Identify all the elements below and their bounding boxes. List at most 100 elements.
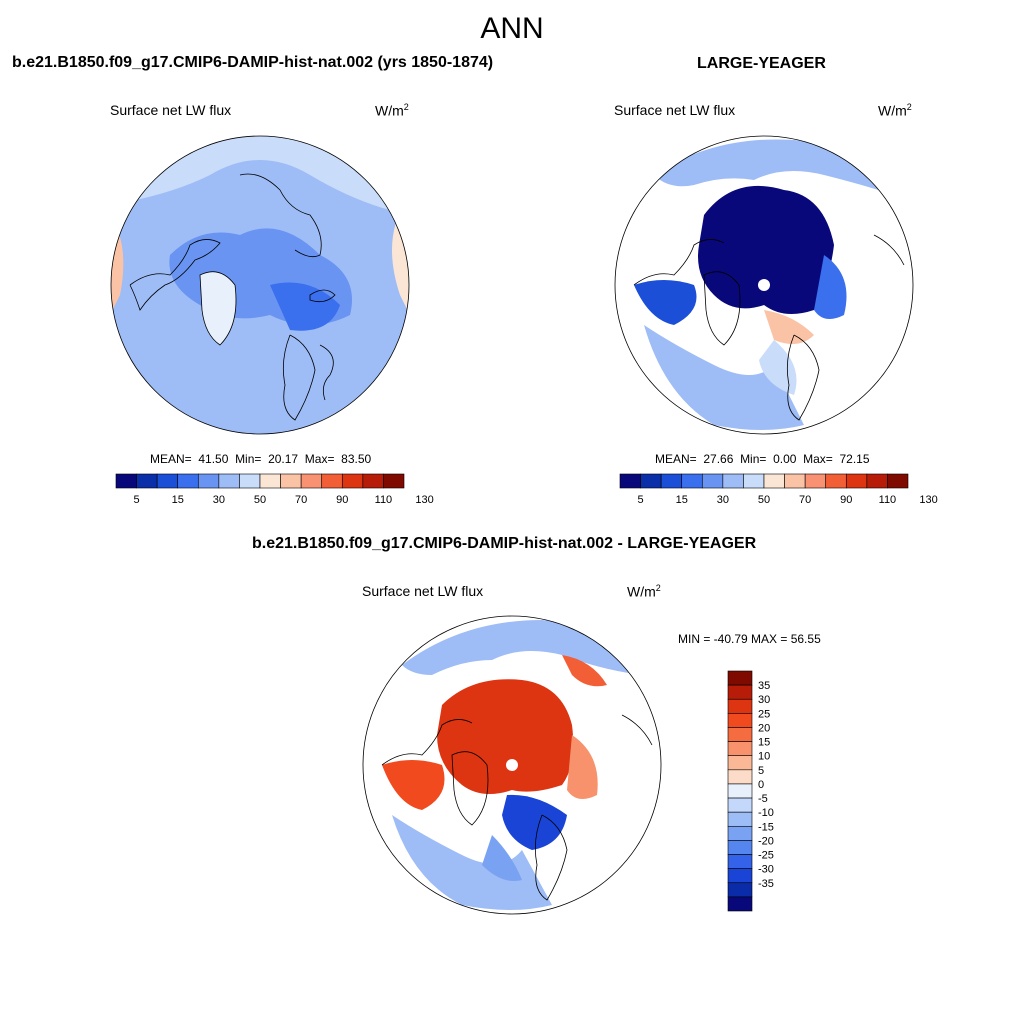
- panel3-colorbar-swatch: [727, 797, 753, 813]
- panel3-colorbar-swatch: [727, 783, 753, 799]
- panel2-field-arctic-dark: [698, 185, 834, 314]
- panel3-colorbar-swatch: [727, 769, 753, 785]
- panel2-coast-scandinavia: [786, 334, 820, 421]
- panel1-colorbar-swatch: [280, 473, 302, 489]
- panel3-colorbar-tick-label: 5: [758, 765, 764, 777]
- panel2-field-barents: [764, 310, 814, 344]
- panel1-max-value: 83.50: [341, 452, 372, 466]
- panel3-colorbar-swatch: [727, 811, 753, 827]
- panel3-colorbar-tick-label: -10: [758, 807, 774, 819]
- panel1-colorbar-swatch: [341, 473, 364, 489]
- panel3-colorbar-swatch: [727, 727, 753, 742]
- panel2-colorbar-tick-label: 130: [919, 494, 937, 506]
- panel3-colorbar-tick-label: 10: [758, 751, 770, 763]
- panel3-title: b.e21.B1850.f09_g17.CMIP6-DAMIP-hist-nat…: [252, 535, 757, 552]
- panel3-colorbar-tick-label: -30: [758, 864, 774, 876]
- panel2-colorbar-tick-label: 30: [717, 494, 729, 506]
- panel3-field-barents-cool: [502, 794, 567, 850]
- panel2-colorbar-swatch: [763, 473, 785, 489]
- panel3-colorbar-tick-label: -5: [758, 793, 768, 805]
- panel1-colorbar-swatch: [136, 473, 158, 489]
- panel2-colorbar-tick-label: 15: [676, 494, 688, 506]
- panel2-polar-map: [614, 135, 914, 435]
- panel2-title: LARGE-YEAGER: [697, 55, 826, 72]
- panel2-colorbar: 5 15 30 50 70 90 110 130: [619, 473, 938, 506]
- panel1-colorbar-swatch: [115, 473, 137, 489]
- panel2-max-value: 72.15: [839, 452, 870, 466]
- panel3-colorbar-tick-label: -15: [758, 821, 774, 833]
- panel3-colorbar-swatch: [727, 840, 753, 855]
- panel2-coast-east: [873, 234, 905, 266]
- panel1-colorbar-swatch: [259, 473, 281, 489]
- panel3-field-norwegian-cool: [482, 835, 522, 881]
- panel3-map-border: [362, 615, 662, 915]
- panel3-colorbar-swatch: [727, 868, 753, 884]
- panel2-colorbar-swatch: [701, 473, 724, 489]
- panel3-colorbar-swatch: [727, 896, 753, 912]
- panel2-colorbar-swatch: [887, 473, 909, 489]
- panel3-colorbar-swatch: [727, 741, 753, 757]
- panel3-colorbar-tick-label: -35: [758, 878, 774, 890]
- panel3-colorbar-tick-label: 25: [758, 708, 770, 720]
- panel3-colorbar-swatch: [727, 755, 753, 771]
- panel3-colorbar-tick-label: 30: [758, 694, 770, 706]
- panel2-colorbar-swatch: [681, 473, 703, 489]
- panel3-coast-east: [621, 714, 653, 746]
- panel3-colorbar-tick-label: -25: [758, 850, 774, 862]
- panel1-colorbar-tick-label: 130: [415, 494, 433, 506]
- panel2-colorbar-tick-label: 5: [638, 494, 644, 506]
- panel2-colorbar-swatch: [640, 473, 662, 489]
- panel2-colorbar-swatch: [660, 473, 683, 489]
- panel3-colorbar-swatch: [727, 854, 753, 869]
- panel1-colorbar-tick-label: 5: [134, 494, 140, 506]
- panel1-colorbar-swatch: [197, 473, 220, 489]
- panel2-colorbar-tick-label: 70: [799, 494, 811, 506]
- panel1-stats: MEAN= 41.50 Min= 20.17 Max= 83.50: [150, 452, 372, 466]
- panel2-colorbar-swatch: [825, 473, 847, 489]
- panel1-variable-label: Surface net LW flux: [110, 102, 232, 118]
- panel2-colorbar-swatch: [619, 473, 641, 489]
- panel1-colorbar-swatch: [383, 473, 405, 489]
- panel1-min-value: 20.17: [268, 452, 299, 466]
- panel1-coast-north-america: [129, 239, 221, 311]
- panel1-coast-scandinavia: [282, 334, 316, 421]
- panel1-colorbar-swatch: [156, 473, 179, 489]
- panel1-colorbar-tick-label: 30: [213, 494, 225, 506]
- panel1-colorbar-swatch: [177, 473, 199, 489]
- panel3-colorbar-swatch: [727, 713, 753, 728]
- figure-title: ANN: [480, 12, 544, 45]
- panel2-mean-value: 27.66: [703, 452, 734, 466]
- panel2-variable-label: Surface net LW flux: [614, 102, 736, 118]
- panel2-field-atlantic: [644, 325, 804, 430]
- panel3-field-baffin-warm: [382, 760, 445, 810]
- panel1-colorbar-swatch: [321, 473, 343, 489]
- panel1-greenland: [199, 271, 237, 346]
- panel2-colorbar-swatch: [866, 473, 888, 489]
- panel2-colorbar-swatch: [804, 473, 827, 489]
- panel2-stats: MEAN= 27.66 Min= 0.00 Max= 72.15: [655, 452, 870, 466]
- panel3-colorbar-tick-label: 35: [758, 680, 770, 692]
- panel1-units-label: W/m2: [375, 102, 409, 119]
- panel1-field-dark-east: [270, 282, 340, 331]
- panel2-pole-hole: [758, 279, 770, 291]
- panel3-polar-map: [362, 615, 662, 915]
- panel3-coast-scandinavia: [534, 814, 568, 901]
- panel3-variable-label: Surface net LW flux: [362, 583, 484, 599]
- panel3-field-arctic-warm: [437, 679, 574, 794]
- panel2-colorbar-tick-label: 90: [840, 494, 852, 506]
- panel2-colorbar-swatch: [743, 473, 765, 489]
- panel3-field-pacific-warm: [562, 655, 607, 687]
- panel3-colorbar-tick-label: 0: [758, 779, 764, 791]
- panel2-colorbar-tick-label: 110: [879, 494, 897, 506]
- panel2-units-label: W/m2: [878, 102, 912, 119]
- panel3-colorbar-tick-label: -20: [758, 835, 774, 847]
- panel1-map-border: [110, 135, 410, 435]
- panel2-field-east: [814, 255, 847, 319]
- panel3-colorbar-tick-label: 15: [758, 737, 770, 749]
- panel3-colorbar-swatch: [727, 882, 753, 898]
- panel3-coast-north-america: [381, 719, 473, 766]
- panel1-colorbar-tick-label: 70: [295, 494, 307, 506]
- panel2-min-value: 0.00: [773, 452, 797, 466]
- panel1-mean-value: 41.50: [198, 452, 229, 466]
- panel1-coast-islands: [309, 289, 336, 303]
